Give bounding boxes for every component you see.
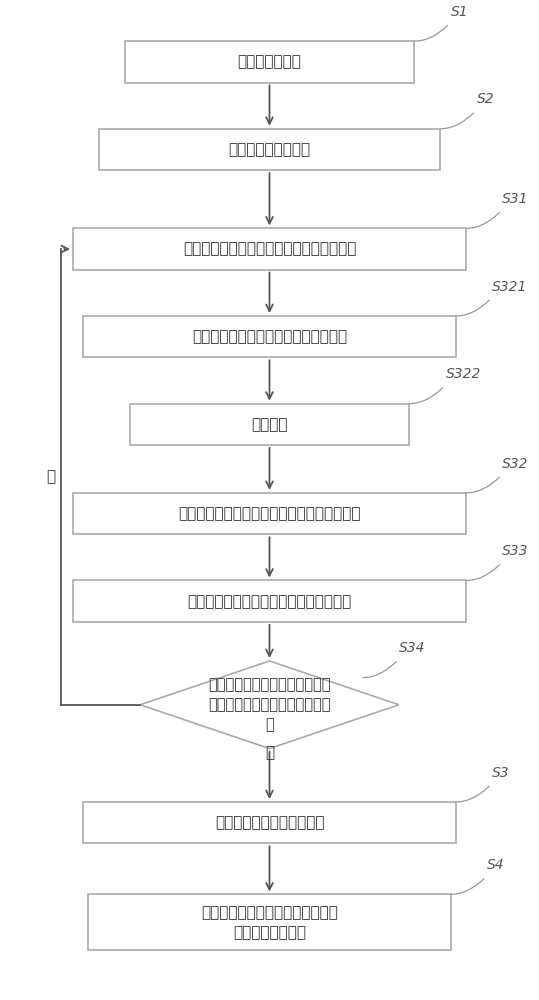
Bar [130, 404, 409, 445]
Text: 检测司机原始数据中的异常轨迹，
得到异常行驶轨迹: 检测司机原始数据中的异常轨迹， 得到异常行驶轨迹 [201, 905, 338, 940]
Bar [99, 129, 440, 170]
Text: S322: S322 [445, 367, 481, 381]
Bar [73, 493, 466, 534]
Text: 获取检测司机行驶轨迹中的异常轨迹训练集: 获取检测司机行驶轨迹中的异常轨迹训练集 [183, 242, 356, 257]
Text: S34: S34 [399, 641, 425, 655]
Text: 获取针对司机中异常轨迹问题的个性化分类器: 获取针对司机中异常轨迹问题的个性化分类器 [178, 506, 361, 521]
Bar [83, 316, 456, 357]
Text: S2: S2 [476, 92, 494, 106]
Text: S4: S4 [487, 858, 505, 872]
Text: 生成异常行驶轨迹检测模型: 生成异常行驶轨迹检测模型 [215, 815, 324, 830]
Text: S33: S33 [502, 544, 529, 558]
Text: 是: 是 [265, 745, 274, 760]
Text: S3: S3 [492, 766, 509, 780]
Text: 对数据进行初步处理: 对数据进行初步处理 [229, 142, 310, 157]
Text: S32: S32 [502, 457, 529, 471]
Text: 获取原始数据集: 获取原始数据集 [238, 54, 301, 69]
Bar [73, 580, 466, 622]
Bar [125, 41, 414, 83]
Text: 计算异常检测模型的检出率和误
警率，检查指标是否符合阈值要
求: 计算异常检测模型的检出率和误 警率，检查指标是否符合阈值要 求 [208, 677, 331, 732]
Text: S31: S31 [502, 192, 529, 206]
Text: 获取司机异常轨迹验证集，验证异常轨迹: 获取司机异常轨迹验证集，验证异常轨迹 [188, 594, 351, 609]
Text: 特征选择: 特征选择 [251, 417, 288, 432]
Text: 对异常轨迹训练集进行处理，提取特征: 对异常轨迹训练集进行处理，提取特征 [192, 329, 347, 344]
Text: S321: S321 [492, 280, 527, 294]
Polygon shape [140, 661, 399, 749]
Bar [88, 894, 451, 950]
Text: S1: S1 [451, 5, 468, 19]
Text: 否: 否 [46, 469, 56, 484]
Bar [83, 802, 456, 843]
Bar [73, 228, 466, 270]
